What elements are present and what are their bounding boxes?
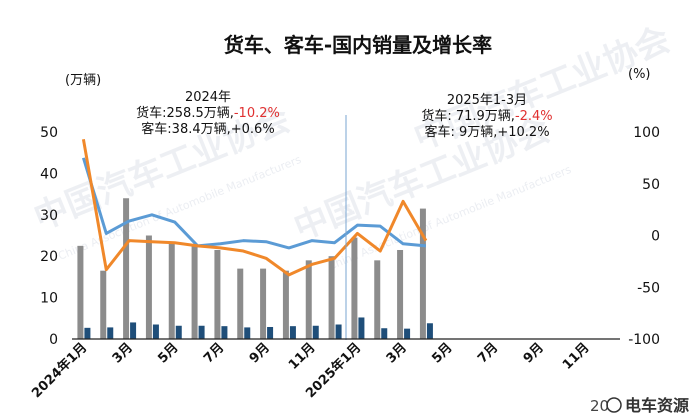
annotation-2025-truck-growth: -2.4% xyxy=(515,109,553,124)
brand-logo-icon xyxy=(606,397,622,413)
annotation-2025-heading: 2025年1-3月 xyxy=(447,93,527,108)
truck-sales-bar xyxy=(419,208,426,339)
annotation-2024-truck: 货车:258.5万辆,-10.2% xyxy=(136,105,280,121)
bus-sales-bar xyxy=(267,326,274,339)
x-tick-label: 2024年1月 xyxy=(29,340,91,402)
bus-sales-bar xyxy=(244,327,251,339)
x-tick-label: 7月 xyxy=(475,340,501,366)
x-tick-label: 9月 xyxy=(521,340,547,366)
truck-sales-bar xyxy=(145,235,152,339)
left-tick-label: 20 xyxy=(40,249,58,265)
annotation-2024-heading: 2024年 xyxy=(185,90,231,105)
bus-sales-bar xyxy=(289,326,296,339)
bus-sales-bar xyxy=(221,326,228,339)
annotation-2024-truck-value: 货车:258.5万辆, xyxy=(136,105,234,121)
bus-sales-bar xyxy=(175,325,182,339)
bus-sales-bar xyxy=(152,324,159,339)
x-tick-label: 5月 xyxy=(429,340,455,366)
bus-sales-bar xyxy=(358,317,365,339)
x-tick-label: 11月 xyxy=(286,340,319,373)
x-tick-label: 11月 xyxy=(560,340,593,373)
right-axis-ticks: -100 -50 0 50 100 xyxy=(628,125,660,348)
x-tick-label: 7月 xyxy=(201,340,227,366)
annotation-2025-truck: 货车: 71.9万辆,-2.4% xyxy=(421,108,552,124)
bar-series xyxy=(77,198,433,339)
bus-growth-line xyxy=(81,157,427,250)
annotation-2025q1: 2025年1-3月 货车: 71.9万辆,-2.4% 客车: 9万辆,+10.2… xyxy=(421,93,552,140)
x-tick-label: 3月 xyxy=(384,340,410,366)
line-series xyxy=(81,138,428,277)
page-number: 20 xyxy=(590,397,609,415)
left-tick-label: 50 xyxy=(40,125,58,141)
truck-sales-bar xyxy=(374,260,381,339)
bus-sales-bar xyxy=(335,324,342,339)
bus-sales-bar xyxy=(84,327,91,339)
bus-sales-bar xyxy=(404,328,411,339)
annotation-2025-bus: 客车: 9万辆,+10.2% xyxy=(424,124,549,140)
right-tick-label: 50 xyxy=(642,177,660,193)
left-tick-label: 30 xyxy=(40,208,58,224)
truck-sales-bar xyxy=(351,237,358,339)
chart-title: 货车、客车-国内销量及增长率 xyxy=(224,33,492,57)
annotation-2025-truck-value: 货车: 71.9万辆, xyxy=(421,108,515,124)
left-axis-ticks: 0 10 20 30 40 50 xyxy=(40,125,58,348)
right-tick-label: -100 xyxy=(628,332,660,348)
truck-sales-bar xyxy=(168,243,175,339)
right-tick-label: -50 xyxy=(637,280,660,296)
right-axis-unit: (%) xyxy=(628,67,651,82)
left-tick-label: 40 xyxy=(40,166,58,182)
truck-sales-bar xyxy=(77,245,84,339)
x-tick-label: 5月 xyxy=(155,340,181,366)
bus-sales-bar xyxy=(130,322,137,339)
truck-sales-bar xyxy=(328,256,335,339)
truck-sales-bar xyxy=(397,249,404,339)
brand-name: 电车资源 xyxy=(625,396,689,415)
truck-sales-bar xyxy=(237,268,244,339)
truck-sales-bar xyxy=(100,270,107,339)
right-tick-label: 0 xyxy=(651,229,660,245)
x-tick-label: 3月 xyxy=(110,340,136,366)
annotation-2024-bus: 客车:38.4万辆,+0.6% xyxy=(141,121,274,137)
truck-sales-bar xyxy=(123,198,130,339)
bus-sales-bar xyxy=(107,327,114,339)
left-axis-unit: (万辆) xyxy=(65,73,101,88)
brand-logo: 电车资源 xyxy=(606,396,689,415)
left-tick-label: 0 xyxy=(49,332,58,348)
bus-sales-bar xyxy=(426,323,433,339)
truck-sales-bar xyxy=(191,245,198,339)
annotation-2024-truck-growth: -10.2% xyxy=(234,106,280,121)
x-tick-label: 9月 xyxy=(247,340,273,366)
truck-growth-line xyxy=(81,138,428,277)
bus-sales-bar xyxy=(198,325,205,339)
truck-sales-bar xyxy=(214,249,221,339)
left-tick-label: 10 xyxy=(40,291,58,307)
annotation-2024: 2024年 货车:258.5万辆,-10.2% 客车:38.4万辆,+0.6% xyxy=(136,90,280,137)
truck-sales-bar xyxy=(305,260,312,339)
right-tick-label: 100 xyxy=(633,125,660,141)
bus-sales-bar xyxy=(381,328,388,339)
truck-sales-bar xyxy=(282,270,289,339)
bus-sales-bar xyxy=(312,325,319,339)
truck-sales-bar xyxy=(260,268,267,339)
